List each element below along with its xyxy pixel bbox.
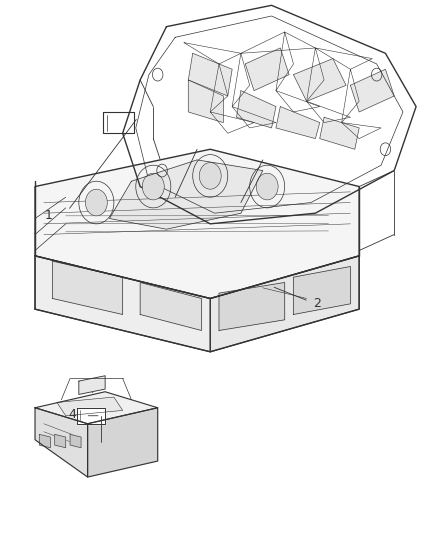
Polygon shape — [79, 376, 105, 394]
Polygon shape — [70, 434, 81, 448]
Polygon shape — [77, 408, 105, 424]
Polygon shape — [53, 261, 123, 314]
Polygon shape — [35, 256, 359, 352]
Polygon shape — [57, 397, 123, 416]
Text: 1: 1 — [44, 209, 52, 222]
Polygon shape — [123, 5, 416, 224]
Polygon shape — [55, 434, 66, 448]
Circle shape — [199, 163, 221, 189]
Polygon shape — [188, 80, 223, 123]
Polygon shape — [210, 256, 359, 352]
Text: 4: 4 — [68, 408, 76, 421]
Polygon shape — [320, 117, 359, 149]
Polygon shape — [35, 392, 158, 424]
Polygon shape — [219, 282, 285, 330]
Polygon shape — [140, 282, 201, 330]
Polygon shape — [276, 107, 320, 139]
Polygon shape — [35, 149, 359, 298]
Polygon shape — [188, 53, 232, 96]
Polygon shape — [245, 48, 289, 91]
Polygon shape — [35, 408, 88, 477]
Text: 2: 2 — [314, 297, 321, 310]
Polygon shape — [88, 408, 158, 477]
Polygon shape — [350, 69, 394, 112]
Polygon shape — [103, 112, 134, 133]
Circle shape — [256, 173, 278, 200]
Polygon shape — [110, 160, 263, 229]
Polygon shape — [293, 59, 346, 101]
Polygon shape — [35, 256, 210, 352]
Circle shape — [85, 189, 107, 216]
Polygon shape — [237, 91, 276, 128]
Polygon shape — [39, 434, 50, 448]
Circle shape — [142, 173, 164, 200]
Polygon shape — [293, 266, 350, 314]
